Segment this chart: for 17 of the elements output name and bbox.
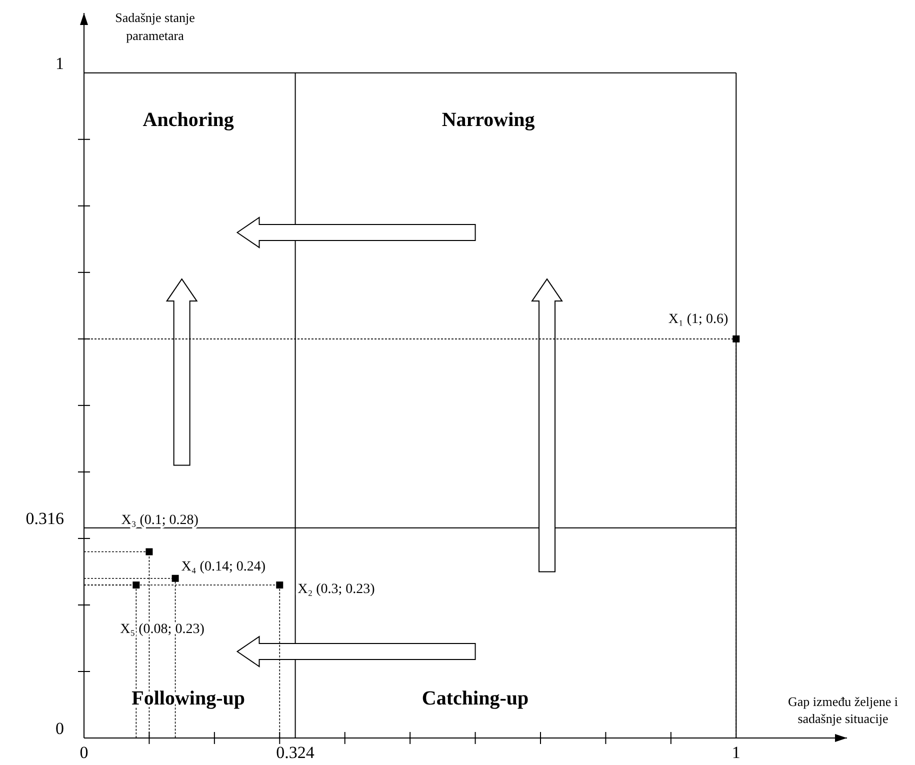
y-tick-label: 0.316 — [26, 508, 64, 528]
x-axis-title: Gap između željene i sadašnje situacije — [788, 694, 898, 726]
annotation: Anchoring — [142, 109, 234, 132]
annotation: X₁ (1; 0.6) — [668, 312, 728, 327]
annotation: X₃ (0.1; 0.28) — [121, 512, 199, 528]
annotation: X₂ (0.3; 0.23) — [298, 582, 376, 598]
annotation: Following-up — [132, 688, 246, 710]
x-tick-label: 0.324 — [276, 743, 315, 762]
x-tick-label: 0 — [80, 743, 88, 762]
annotation: Narrowing — [442, 109, 535, 132]
annotation: X₄ (0.14; 0.24) — [181, 559, 266, 574]
annotation: Catching-up — [422, 688, 529, 710]
y-tick-label: 1 — [56, 54, 64, 73]
x-tick-label: 1 — [732, 743, 740, 762]
y-tick-label: 0 — [56, 719, 64, 738]
annotation: X₅ (0.08; 0.23) — [120, 622, 205, 638]
y-axis-title: Sadašnje stanje parametara — [115, 10, 196, 43]
